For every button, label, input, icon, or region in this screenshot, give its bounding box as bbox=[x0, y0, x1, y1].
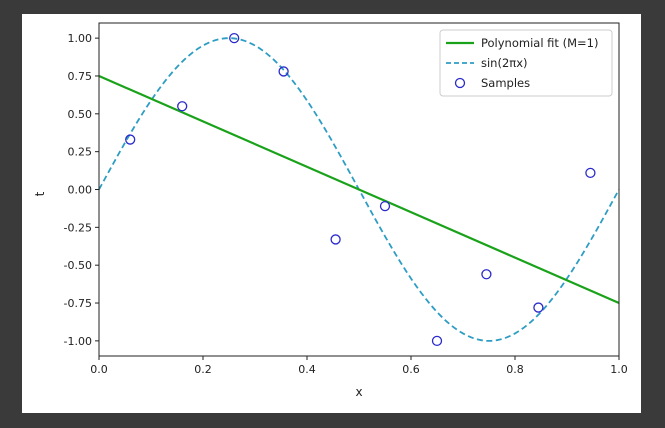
y-tick-label: -0.50 bbox=[64, 259, 92, 272]
y-tick-label: -1.00 bbox=[64, 335, 92, 348]
y-axis-ticks: 1.00 0.75 0.50 0.25 0.00 -0.25 -0.50 -0.75 -1.00 bbox=[64, 32, 99, 348]
y-tick-label: 1.00 bbox=[68, 32, 93, 45]
legend-samples-label: Samples bbox=[481, 76, 530, 90]
legend-box bbox=[439, 29, 613, 97]
x-tick-label: 0.2 bbox=[194, 363, 212, 376]
plot-series bbox=[98, 37, 620, 342]
sample-point bbox=[585, 167, 596, 179]
y-tick-label: -0.25 bbox=[64, 221, 92, 234]
legend-fit-label: Polynomial fit (M=1) bbox=[481, 36, 598, 50]
y-tick-label: 0.00 bbox=[68, 184, 93, 197]
sample-point bbox=[278, 66, 289, 77]
x-tick-label: 0.6 bbox=[402, 363, 420, 376]
y-tick-label: 0.25 bbox=[68, 146, 93, 159]
x-tick-label: 0.8 bbox=[506, 363, 524, 376]
legend-samples-marker bbox=[454, 77, 466, 89]
x-tick-label: 0.0 bbox=[90, 363, 108, 376]
legend: Polynomial fit (M=1) sin(2πx) Samples bbox=[439, 29, 613, 97]
sample-point bbox=[533, 302, 544, 313]
sample-point bbox=[229, 32, 240, 44]
x-tick-label: 0.4 bbox=[298, 363, 316, 376]
y-tick-label: 0.75 bbox=[68, 70, 93, 83]
sample-point bbox=[431, 335, 443, 347]
sample-point bbox=[125, 134, 136, 145]
legend-sine-label: sin(2πx) bbox=[481, 56, 528, 70]
x-axis-ticks: 0.0 0.2 0.4 0.6 0.8 1.0 bbox=[90, 356, 628, 376]
sample-point bbox=[330, 234, 341, 245]
y-tick-label: -0.75 bbox=[64, 297, 92, 310]
sample-point bbox=[177, 101, 188, 112]
y-axis-label: t bbox=[33, 191, 47, 196]
x-axis-label: x bbox=[355, 385, 362, 399]
chart-canvas: 0.0 0.2 0.4 0.6 0.8 1.0 1.00 0.75 0.50 0.25 0.00 -… bbox=[22, 14, 641, 413]
x-tick-label: 1.0 bbox=[610, 363, 628, 376]
polynomial-fit-line bbox=[98, 74, 620, 305]
sample-point bbox=[481, 269, 492, 280]
y-tick-label: 0.50 bbox=[68, 108, 93, 121]
sample-point bbox=[379, 200, 391, 212]
sample-points bbox=[125, 32, 596, 347]
chart-svg: 0.0 0.2 0.4 0.6 0.8 1.0 1.00 0.75 0.50 0.25 0.00 -… bbox=[33, 22, 628, 399]
